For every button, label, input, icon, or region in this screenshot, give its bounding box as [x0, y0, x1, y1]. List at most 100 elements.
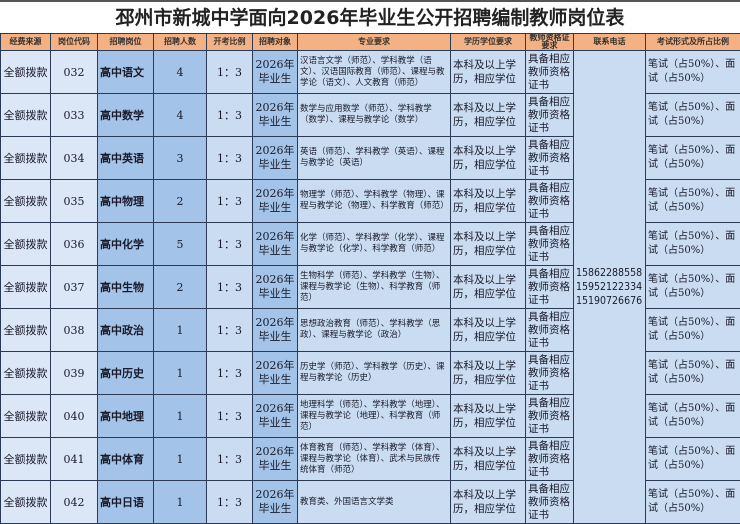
cell-edu: 本科及以上学历，相应学位	[451, 223, 526, 266]
positions-table: 经费来源岗位代码招聘岗位招聘人数开考比例招聘对象专业要求学历学位要求教师资格证要…	[0, 33, 740, 524]
cell-post: 高中日语	[98, 481, 154, 524]
cell-edu: 本科及以上学历，相应学位	[451, 137, 526, 180]
cell-post: 高中体育	[98, 438, 154, 481]
cell-exam: 笔试（占50%）、面试（占50%）	[646, 94, 740, 137]
cell-target: 2026年毕业生	[253, 94, 298, 137]
cell-count: 2	[154, 266, 207, 309]
cell-count: 1	[154, 481, 207, 524]
cell-major: 数学与应用数学（师范）、学科教学（数学）、课程与教学论（数学）	[298, 94, 451, 137]
cell-ratio: 1：3	[207, 94, 253, 137]
cell-code: 036	[51, 223, 98, 266]
cell-target: 2026年毕业生	[253, 266, 298, 309]
cell-major: 英语（师范）、学科教学（英语）、课程与教学论（英语）	[298, 137, 451, 180]
header-exam: 考试形式及所占比例	[646, 34, 740, 51]
header-target: 招聘对象	[253, 34, 298, 51]
cell-cert: 具备相应教师资格证书	[526, 395, 574, 438]
cell-fund: 全额拨款	[1, 438, 51, 481]
cell-cert: 具备相应教师资格证书	[526, 137, 574, 180]
cell-target: 2026年毕业生	[253, 481, 298, 524]
cell-fund: 全额拨款	[1, 352, 51, 395]
cell-ratio: 1：3	[207, 395, 253, 438]
cell-exam: 笔试（占50%）、面试（占50%）	[646, 352, 740, 395]
cell-major: 教育类、外国语言文学类	[298, 481, 451, 524]
cell-cert: 具备相应教师资格证书	[526, 94, 574, 137]
cell-code: 042	[51, 481, 98, 524]
cell-edu: 本科及以上学历，相应学位	[451, 395, 526, 438]
cell-post: 高中生物	[98, 266, 154, 309]
cell-ratio: 1：3	[207, 438, 253, 481]
cell-edu: 本科及以上学历，相应学位	[451, 309, 526, 352]
cell-edu: 本科及以上学历，相应学位	[451, 180, 526, 223]
header-cert: 教师资格证要求	[526, 34, 574, 51]
cell-fund: 全额拨款	[1, 309, 51, 352]
cell-ratio: 1：3	[207, 266, 253, 309]
cell-target: 2026年毕业生	[253, 137, 298, 180]
cell-exam: 笔试（占50%）、面试（占50%）	[646, 51, 740, 94]
cell-code: 035	[51, 180, 98, 223]
cell-fund: 全额拨款	[1, 94, 51, 137]
cell-edu: 本科及以上学历，相应学位	[451, 51, 526, 94]
cell-post: 高中地理	[98, 395, 154, 438]
cell-edu: 本科及以上学历，相应学位	[451, 266, 526, 309]
cell-exam: 笔试（占50%）、面试（占50%）	[646, 137, 740, 180]
cell-fund: 全额拨款	[1, 223, 51, 266]
cell-exam: 笔试（占50%）、面试（占50%）	[646, 481, 740, 524]
cell-post: 高中历史	[98, 352, 154, 395]
cell-count: 5	[154, 223, 207, 266]
cell-post: 高中物理	[98, 180, 154, 223]
cell-code: 039	[51, 352, 98, 395]
cell-exam: 笔试（占50%）、面试（占50%）	[646, 438, 740, 481]
cell-major: 化学（师范）、学科教学（化学）、课程与教学论（化学）、科学教育（师范）	[298, 223, 451, 266]
cell-count: 4	[154, 94, 207, 137]
cell-cert: 具备相应教师资格证书	[526, 309, 574, 352]
cell-edu: 本科及以上学历，相应学位	[451, 438, 526, 481]
header-fund: 经费来源	[1, 34, 51, 51]
header-phone: 联系电话	[574, 34, 646, 51]
cell-edu: 本科及以上学历，相应学位	[451, 352, 526, 395]
cell-post: 高中政治	[98, 309, 154, 352]
cell-ratio: 1：3	[207, 51, 253, 94]
cell-count: 4	[154, 51, 207, 94]
cell-major: 地理科学（师范）、学科教学（地理）、课程与教学论（地理）、科学教育（师范）	[298, 395, 451, 438]
cell-cert: 具备相应教师资格证书	[526, 51, 574, 94]
cell-exam: 笔试（占50%）、面试（占50%）	[646, 180, 740, 223]
cell-major: 物理学（师范）、学科教学（物理）、课程与教学论（物理）、科学教育（师范）	[298, 180, 451, 223]
cell-cert: 具备相应教师资格证书	[526, 266, 574, 309]
cell-ratio: 1：3	[207, 137, 253, 180]
cell-post: 高中英语	[98, 137, 154, 180]
cell-ratio: 1：3	[207, 223, 253, 266]
header-post: 招聘岗位	[98, 34, 154, 51]
header-major: 专业要求	[298, 34, 451, 51]
cell-target: 2026年毕业生	[253, 395, 298, 438]
cell-ratio: 1：3	[207, 352, 253, 395]
cell-post: 高中语文	[98, 51, 154, 94]
cell-fund: 全额拨款	[1, 266, 51, 309]
cell-exam: 笔试（占50%）、面试（占50%）	[646, 309, 740, 352]
cell-count: 1	[154, 309, 207, 352]
cell-exam: 笔试（占50%）、面试（占50%）	[646, 223, 740, 266]
cell-major: 历史学（师范）、学科教学（历史）、课程与教学论（历史）	[298, 352, 451, 395]
cell-target: 2026年毕业生	[253, 180, 298, 223]
cell-major: 体育教育（师范）、学科教学（体育）、课程与教学论（体育）、武术与民族传统体育（师…	[298, 438, 451, 481]
cell-target: 2026年毕业生	[253, 223, 298, 266]
cell-target: 2026年毕业生	[253, 51, 298, 94]
page-title: 邳州市新城中学面向2026年毕业生公开招聘编制教师岗位表	[0, 0, 740, 33]
cell-fund: 全额拨款	[1, 137, 51, 180]
cell-code: 040	[51, 395, 98, 438]
cell-fund: 全额拨款	[1, 481, 51, 524]
cell-cert: 具备相应教师资格证书	[526, 438, 574, 481]
cell-code: 037	[51, 266, 98, 309]
cell-target: 2026年毕业生	[253, 438, 298, 481]
cell-code: 038	[51, 309, 98, 352]
cell-count: 2	[154, 180, 207, 223]
cell-code: 033	[51, 94, 98, 137]
cell-count: 3	[154, 137, 207, 180]
cell-cert: 具备相应教师资格证书	[526, 223, 574, 266]
header-row: 经费来源岗位代码招聘岗位招聘人数开考比例招聘对象专业要求学历学位要求教师资格证要…	[1, 34, 740, 51]
header-ratio: 开考比例	[207, 34, 253, 51]
cell-post: 高中化学	[98, 223, 154, 266]
cell-ratio: 1：3	[207, 481, 253, 524]
cell-edu: 本科及以上学历，相应学位	[451, 94, 526, 137]
cell-code: 041	[51, 438, 98, 481]
